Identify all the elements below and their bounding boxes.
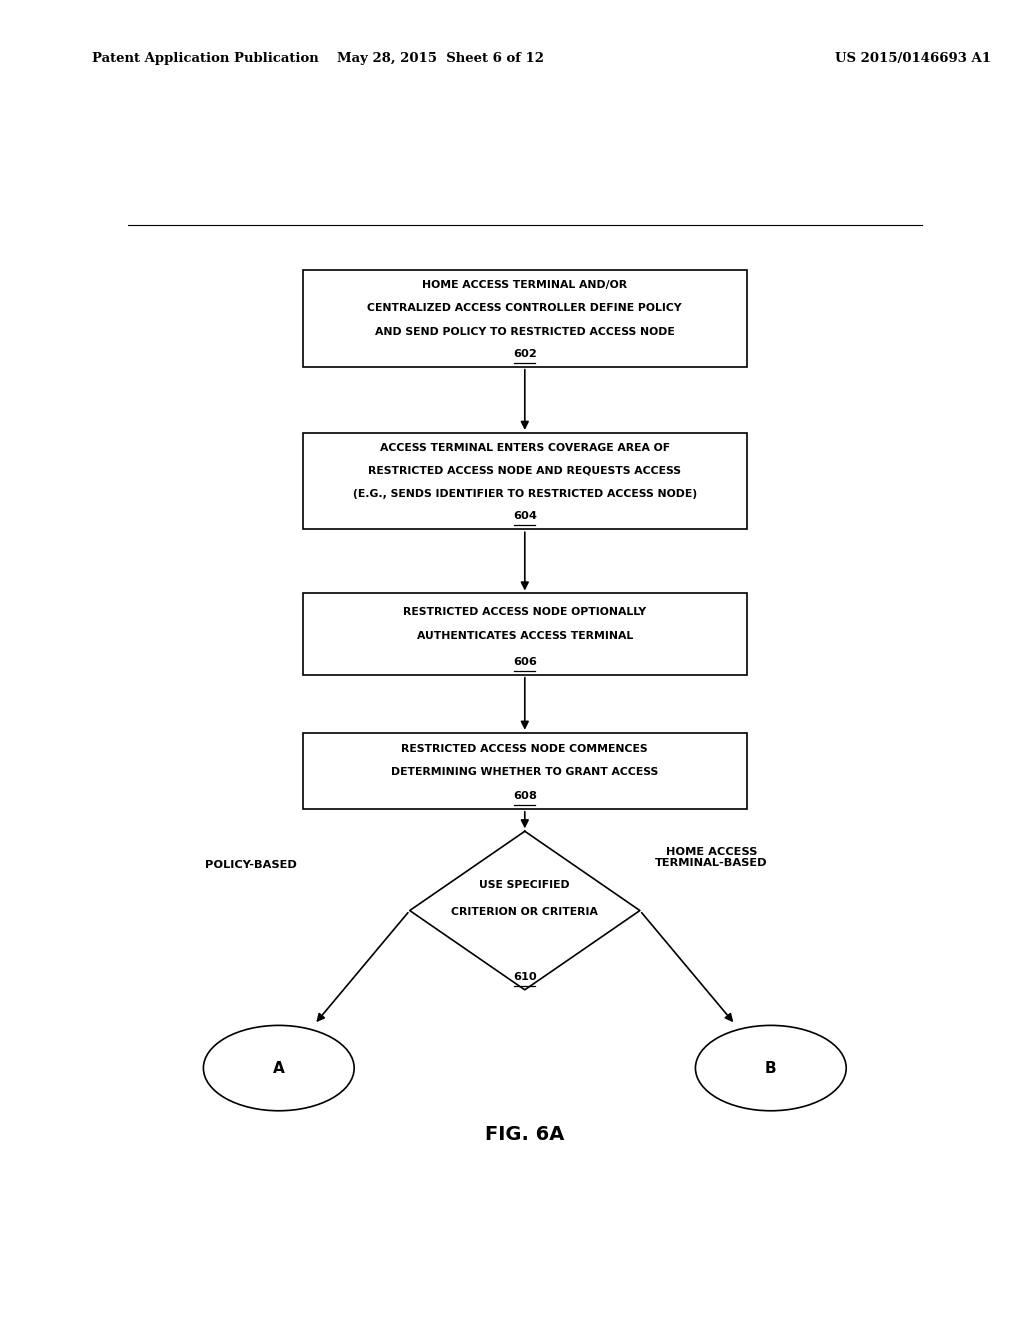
Text: 602: 602 <box>513 348 537 359</box>
Text: 606: 606 <box>513 656 537 667</box>
Text: CRITERION OR CRITERIA: CRITERION OR CRITERIA <box>452 907 598 916</box>
Text: RESTRICTED ACCESS NODE AND REQUESTS ACCESS: RESTRICTED ACCESS NODE AND REQUESTS ACCE… <box>369 466 681 477</box>
Text: (E.G., SENDS IDENTIFIER TO RESTRICTED ACCESS NODE): (E.G., SENDS IDENTIFIER TO RESTRICTED AC… <box>352 490 697 499</box>
Text: AND SEND POLICY TO RESTRICTED ACCESS NODE: AND SEND POLICY TO RESTRICTED ACCESS NOD… <box>375 326 675 337</box>
Text: RESTRICTED ACCESS NODE OPTIONALLY: RESTRICTED ACCESS NODE OPTIONALLY <box>403 607 646 618</box>
FancyBboxPatch shape <box>303 433 748 529</box>
FancyBboxPatch shape <box>303 594 748 675</box>
Text: B: B <box>765 1060 776 1076</box>
Text: RESTRICTED ACCESS NODE COMMENCES: RESTRICTED ACCESS NODE COMMENCES <box>401 744 648 754</box>
Ellipse shape <box>695 1026 846 1110</box>
Text: USE SPECIFIED: USE SPECIFIED <box>479 880 570 890</box>
Text: HOME ACCESS
TERMINAL-BASED: HOME ACCESS TERMINAL-BASED <box>655 847 768 869</box>
Text: POLICY-BASED: POLICY-BASED <box>205 859 297 870</box>
Text: CENTRALIZED ACCESS CONTROLLER DEFINE POLICY: CENTRALIZED ACCESS CONTROLLER DEFINE POL… <box>368 304 682 313</box>
Text: A: A <box>273 1060 285 1076</box>
Text: May 28, 2015  Sheet 6 of 12: May 28, 2015 Sheet 6 of 12 <box>337 51 544 65</box>
Text: AUTHENTICATES ACCESS TERMINAL: AUTHENTICATES ACCESS TERMINAL <box>417 631 633 640</box>
Text: Patent Application Publication: Patent Application Publication <box>92 51 318 65</box>
FancyBboxPatch shape <box>303 733 748 809</box>
Text: 604: 604 <box>513 511 537 521</box>
Polygon shape <box>410 832 640 990</box>
Text: FIG. 6A: FIG. 6A <box>485 1125 564 1143</box>
FancyBboxPatch shape <box>303 271 748 367</box>
Text: 608: 608 <box>513 791 537 801</box>
Text: HOME ACCESS TERMINAL AND/OR: HOME ACCESS TERMINAL AND/OR <box>422 280 628 290</box>
Text: US 2015/0146693 A1: US 2015/0146693 A1 <box>835 51 990 65</box>
Text: ACCESS TERMINAL ENTERS COVERAGE AREA OF: ACCESS TERMINAL ENTERS COVERAGE AREA OF <box>380 442 670 453</box>
Text: DETERMINING WHETHER TO GRANT ACCESS: DETERMINING WHETHER TO GRANT ACCESS <box>391 767 658 777</box>
Ellipse shape <box>204 1026 354 1110</box>
Text: 610: 610 <box>513 972 537 982</box>
